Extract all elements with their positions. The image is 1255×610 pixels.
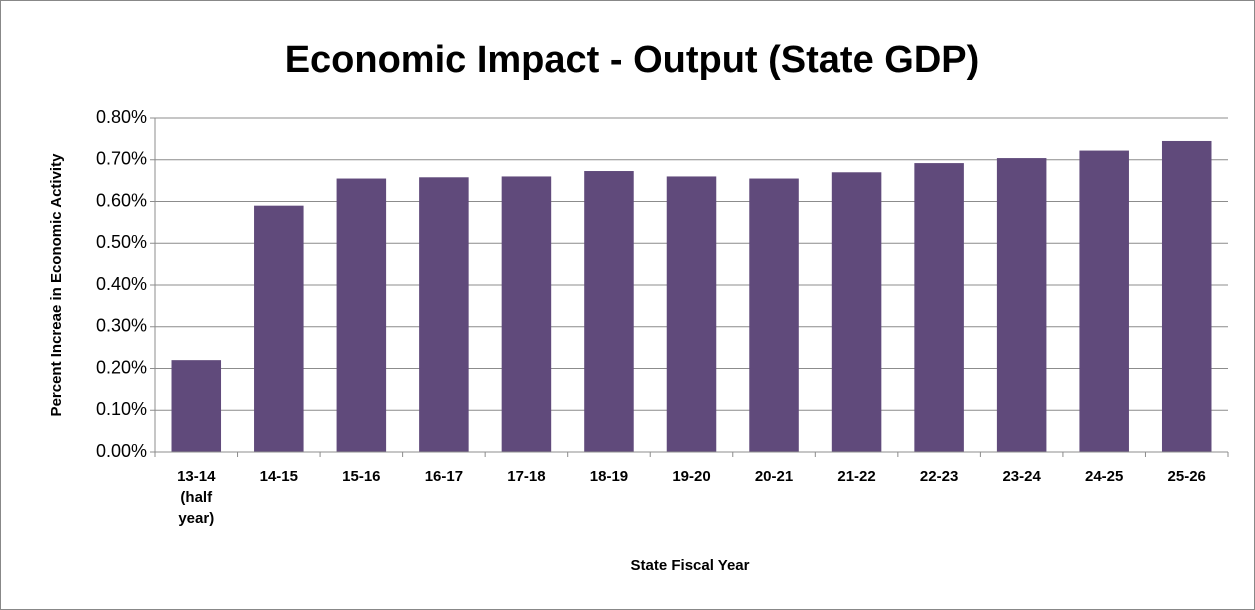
x-tick-label: 25-26 [1167, 468, 1206, 485]
x-tick-label-box: 22-23 [919, 468, 959, 485]
x-tick-label-box: 21-22 [837, 468, 876, 485]
bar [996, 158, 1047, 452]
x-tick-label-box: 19-20 [672, 468, 711, 485]
bar [501, 176, 552, 452]
bar [171, 360, 222, 452]
x-tick-label: 14-15 [259, 468, 298, 485]
y-tick-label: 0.70% [96, 149, 147, 169]
x-tick-label: 15-16 [342, 468, 381, 485]
x-tick-label: 21-22 [837, 468, 876, 485]
bar [666, 176, 717, 452]
y-tick-label: 0.50% [96, 232, 147, 252]
x-tick-label-box: 20-21 [754, 468, 794, 485]
x-tick-label-box: 17-18 [507, 468, 546, 485]
x-tick-label: 19-20 [672, 468, 711, 485]
x-tick-label: 16-17 [424, 468, 464, 485]
x-tick-label: 20-21 [754, 468, 794, 485]
x-axis-title: State Fiscal Year [631, 557, 750, 574]
x-tick-label-box: 16-17 [424, 468, 464, 485]
x-tick-label: 17-18 [507, 468, 546, 485]
chart-title: Economic Impact - Output (State GDP) [285, 39, 980, 81]
y-tick-label: 0.10% [96, 399, 147, 419]
y-tick-label: 0.40% [96, 274, 147, 294]
x-tick-label-box: 18-19 [589, 468, 629, 485]
y-tick-label: 0.60% [96, 190, 147, 210]
x-tick-label-box: 14-15 [259, 468, 298, 485]
bar [1079, 150, 1129, 452]
x-tick-label: 22-23 [919, 468, 959, 485]
x-tick-label: 13-14 (half year) [177, 468, 216, 527]
bar [584, 171, 634, 452]
y-tick-label: 0.80% [96, 107, 147, 127]
y-tick-label: 0.30% [96, 316, 147, 336]
bar [254, 205, 304, 452]
y-axis-title: Percent Increae in Economic Activity [48, 153, 65, 417]
x-tick-label-box: 13-14 (half year) [177, 468, 216, 527]
x-tick-label-box: 25-26 [1167, 468, 1206, 485]
bar [831, 172, 882, 452]
bar [1161, 140, 1212, 452]
x-tick-label: 18-19 [589, 468, 629, 485]
y-tick-label: 0.20% [96, 357, 147, 377]
bar [336, 178, 387, 452]
bar [749, 178, 799, 452]
x-tick-label: 24-25 [1085, 468, 1124, 485]
x-tick-label: 23-24 [1002, 468, 1041, 485]
bar [914, 163, 964, 452]
x-tick-label-box: 23-24 [1002, 468, 1041, 485]
y-tick-label: 0.00% [96, 441, 147, 461]
x-tick-label-box: 24-25 [1085, 468, 1124, 485]
bar [419, 177, 469, 452]
x-tick-label-box: 15-16 [342, 468, 381, 485]
